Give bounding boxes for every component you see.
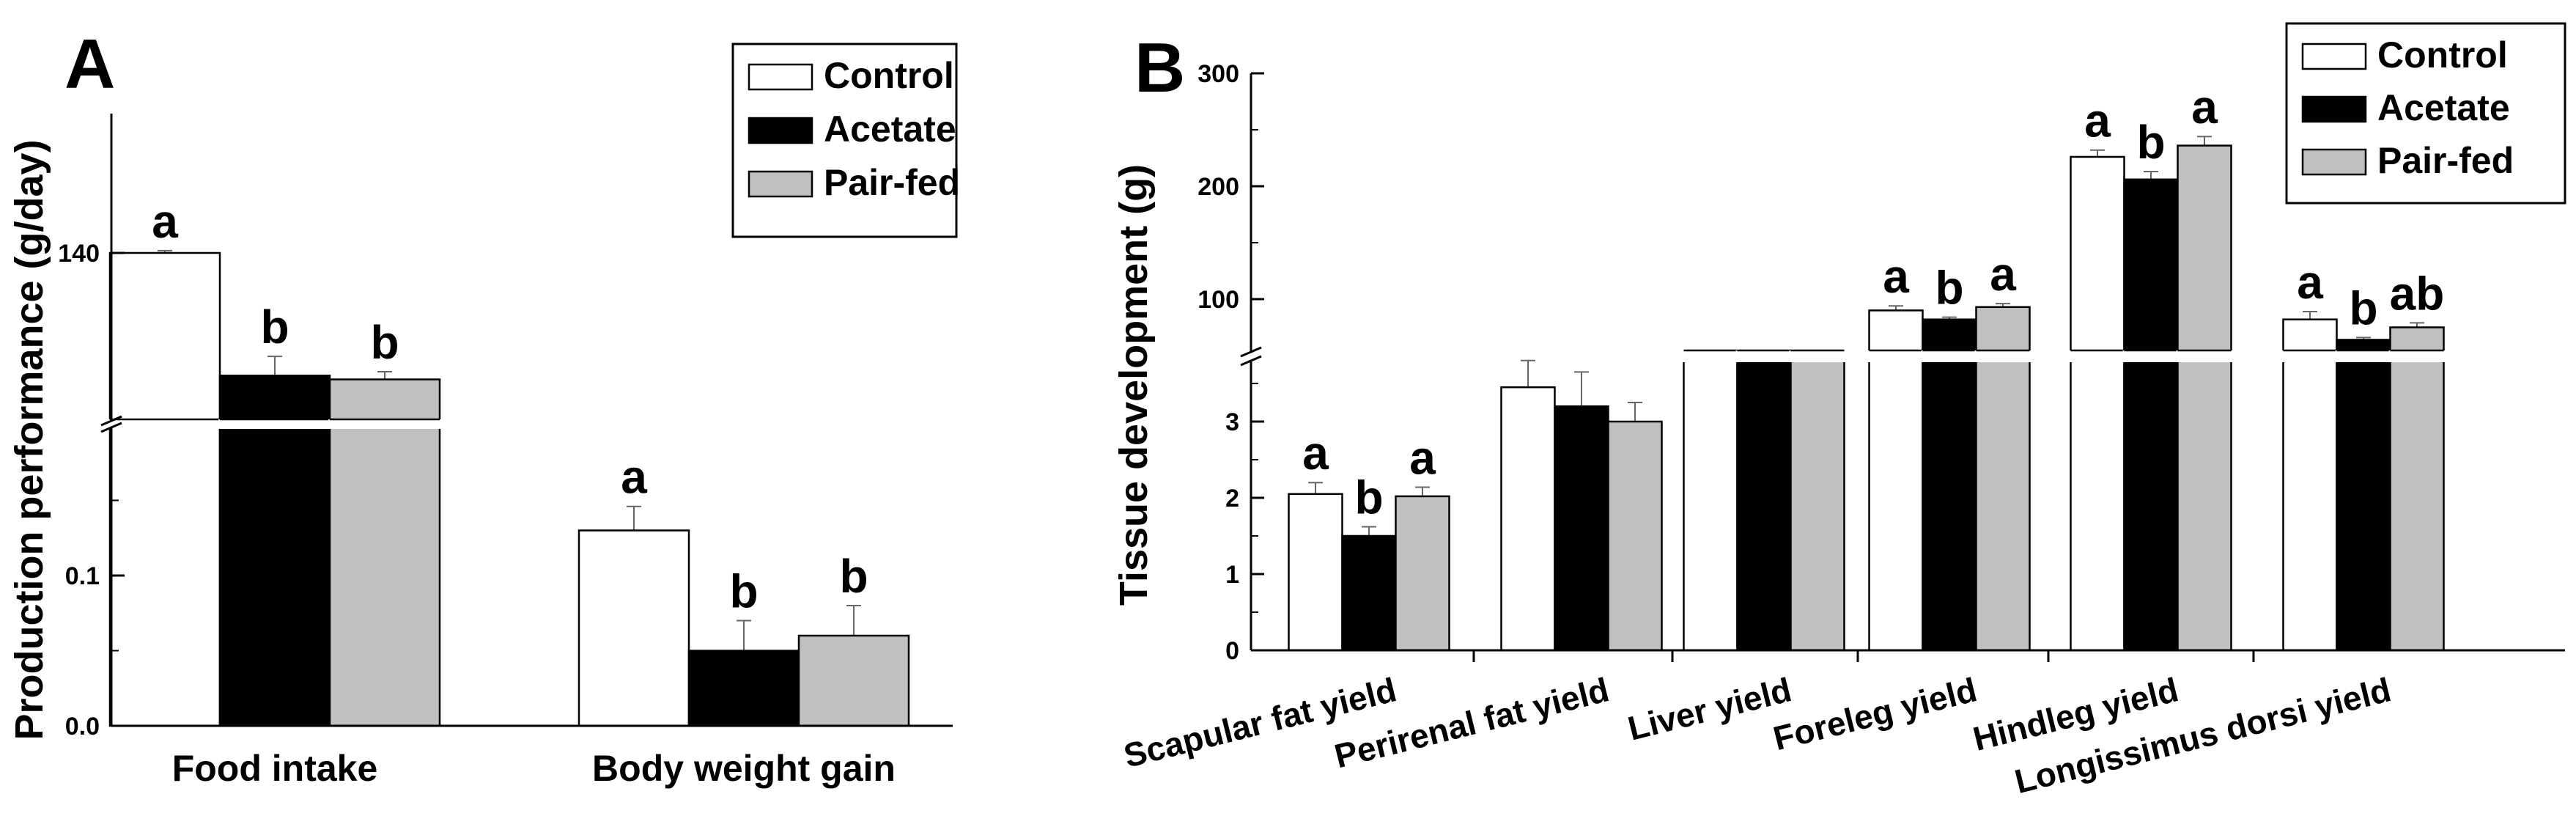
bar-pair-fed-hindleg-yield (2177, 144, 2232, 652)
significance-letter-acetate-longissimus-dorsi-yield: b (2349, 282, 2377, 334)
significance-letter-pair-fed-hindleg-yield: a (2191, 81, 2218, 133)
significance-letter-control-scapular-fat-yield: a (1302, 427, 1329, 479)
significance-letter-acetate-food-intake: b (260, 301, 289, 353)
bar-break-gap (328, 419, 441, 429)
bar-control-scapular-fat-yield (1288, 493, 1343, 652)
legend-label-pair-fed: Pair-fed (2377, 140, 2514, 181)
axis-break-mark-upper (1240, 346, 1262, 358)
axis-break-mark-lower (100, 422, 122, 433)
axis-break-gap (108, 422, 114, 427)
legend-swatch-acetate (748, 117, 813, 144)
significance-letter-acetate-body-weight-gain: b (729, 565, 758, 618)
bar-break-gap (2335, 350, 2392, 362)
significance-letter-control-longissimus-dorsi-yield: a (2297, 256, 2323, 309)
bar-control-longissimus-dorsi-yield (2282, 318, 2338, 652)
legend-label-control: Control (2377, 34, 2508, 76)
bar-acetate-scapular-fat-yield (1341, 534, 1397, 652)
bar-pair-fed-foreleg-yield (1975, 306, 2031, 652)
bar-acetate-food-intake (218, 375, 331, 727)
legend-label-control: Control (824, 55, 954, 96)
bar-break-gap (2176, 350, 2233, 362)
significance-letter-pair-fed-body-weight-gain: b (839, 550, 868, 603)
significance-letter-pair-fed-foreleg-yield: a (1990, 248, 2016, 301)
y-tick-label: 0 (1225, 637, 1239, 665)
category-label-food-intake: Food intake (172, 748, 378, 789)
bar-pair-fed-longissimus-dorsi-yield (2389, 326, 2445, 652)
bar-acetate-liver-yield (1736, 354, 1792, 652)
y-axis-title: Tissue development (g) (1112, 164, 1156, 606)
bar-break-gap (1682, 350, 1739, 362)
legend-swatch-control (748, 63, 813, 91)
y-tick-label: 300 (1197, 60, 1239, 88)
bar-acetate-longissimus-dorsi-yield (2336, 339, 2391, 652)
legend-label-acetate: Acetate (2377, 87, 2510, 128)
panel-a: Aa b b Food intake a b b Body weight gain 140 0.1… (7, 25, 960, 789)
significance-letter-control-food-intake: a (152, 195, 178, 248)
significance-letter-control-hindleg-yield: a (2084, 95, 2111, 147)
y-tick-label: 0.0 (65, 713, 100, 740)
significance-letter-control-foreleg-yield: a (1883, 250, 1909, 303)
y-tick-label: 200 (1197, 173, 1239, 201)
significance-letter-pair-fed-food-intake: b (370, 316, 399, 369)
bar-control-foreleg-yield (1868, 309, 1924, 652)
y-tick-label: 2 (1225, 485, 1239, 512)
bar-pair-fed-scapular-fat-yield (1395, 495, 1450, 652)
legend-swatch-pair-fed (748, 170, 813, 198)
bar-acetate-hindleg-yield (2123, 178, 2179, 652)
bar-pair-fed-body-weight-gain (797, 634, 910, 727)
bar-break-gap (108, 419, 221, 429)
significance-letter-acetate-hindleg-yield: b (2136, 116, 2165, 169)
y-tick-label: 100 (1197, 286, 1239, 314)
significance-letter-pair-fed-scapular-fat-yield: a (1409, 431, 1436, 484)
y-tick-label: 0.1 (65, 562, 100, 590)
bar-break-gap (2122, 350, 2180, 362)
bar-break-gap (2388, 350, 2446, 362)
bar-break-gap (1921, 350, 1978, 362)
bar-break-gap (1974, 350, 2031, 362)
bar-control-perirenal-fat-yield (1500, 386, 1556, 652)
y-tick-label: 1 (1225, 561, 1239, 589)
legend-label-acetate: Acetate (824, 109, 956, 150)
axis-break-mark-upper (100, 415, 122, 427)
panel-letter: A (64, 25, 115, 103)
bar-acetate-perirenal-fat-yield (1554, 405, 1609, 652)
panel-letter: B (1134, 29, 1185, 107)
bar-break-gap (218, 419, 331, 429)
bar-acetate-body-weight-gain (687, 650, 800, 727)
bar-control-hindleg-yield (2070, 155, 2125, 652)
bar-break-gap (1789, 350, 1846, 362)
bar-control-food-intake (108, 251, 221, 727)
significance-letter-acetate-scapular-fat-yield: b (1354, 471, 1383, 524)
bar-control-body-weight-gain (577, 529, 690, 727)
bar-break-gap (2069, 350, 2126, 362)
axis-break-gap (1248, 353, 1254, 360)
legend-swatch-acetate (2301, 95, 2367, 123)
y-tick-label: 3 (1225, 408, 1239, 436)
y-axis-title: Production performance (g/day) (7, 139, 51, 740)
legend-swatch-pair-fed (2301, 148, 2367, 176)
bar-acetate-foreleg-yield (1922, 318, 1977, 652)
bar-pair-fed-perirenal-fat-yield (1607, 420, 1663, 652)
axis-break-mark-lower (1240, 355, 1262, 367)
category-label-liver-yield: Liver yield (1624, 670, 1795, 748)
bar-break-gap (1867, 350, 1924, 362)
category-label-body-weight-gain: Body weight gain (592, 748, 896, 789)
y-tick-label: 140 (58, 240, 100, 268)
legend-label-pair-fed: Pair-fed (824, 162, 960, 203)
bar-control-liver-yield (1683, 352, 1738, 652)
category-label-foreleg-yield: Foreleg yield (1770, 670, 1981, 757)
significance-letter-acetate-foreleg-yield: b (1935, 262, 1963, 315)
legend-swatch-control (2301, 43, 2367, 70)
significance-letter-pair-fed-longissimus-dorsi-yield: ab (2390, 267, 2445, 320)
bar-break-gap (1735, 350, 1793, 362)
bar-pair-fed-liver-yield (1790, 356, 1845, 652)
bar-pair-fed-food-intake (328, 378, 441, 727)
bar-break-gap (2281, 350, 2339, 362)
significance-letter-control-body-weight-gain: a (621, 451, 647, 504)
